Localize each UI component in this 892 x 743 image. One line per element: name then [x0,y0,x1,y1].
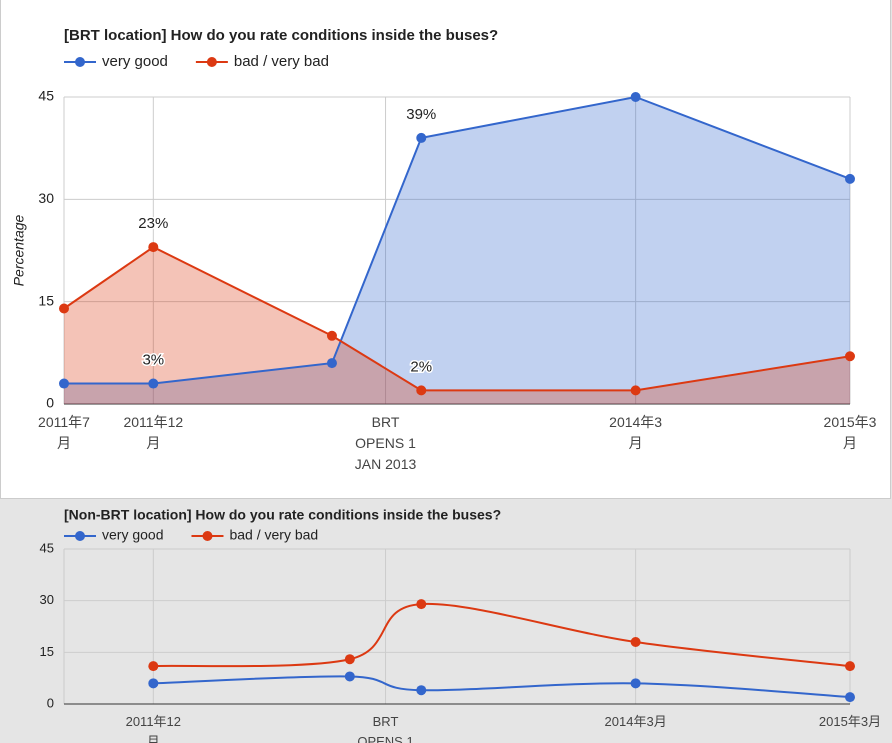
point [845,351,855,362]
point [630,385,641,396]
point [326,330,337,341]
point [344,671,355,682]
x-tick-label: 2015年3月 [823,414,877,451]
point [344,654,355,665]
point [845,661,855,672]
area [64,97,850,404]
point [845,173,855,184]
legend-dot [202,531,213,541]
legend-label: bad / very bad [229,527,318,543]
y-tick-label: 30 [40,592,54,607]
area [64,247,850,404]
chart-title: [Non-BRT location] How do you rate condi… [64,507,501,523]
legend-label: very good [102,527,163,543]
y-tick-label: 15 [38,292,54,308]
point [416,132,427,143]
x-tick-label: BRT OPENS 1 JAN 2013 [357,714,414,743]
point [326,358,337,369]
point [416,385,427,396]
x-tick-label: BRT OPENS 1 JAN 2013 [354,414,417,472]
x-tick-label: 2011年12月 [123,414,184,451]
y-tick-label: 15 [40,644,54,659]
legend-dot [75,531,85,541]
line [64,95,851,385]
line [63,245,851,392]
y-axis-label: Percentage [11,214,27,286]
line [153,602,851,668]
x-tick-label: 2011年12月 [125,714,182,743]
point [148,661,159,672]
point [630,637,641,647]
line [153,675,851,699]
point [630,92,641,102]
legend-dot [75,57,85,67]
point [59,303,69,314]
point [148,678,159,689]
point [148,378,159,389]
point [630,678,641,689]
x-tick-label: 2014年3月 [604,714,667,729]
y-tick-label: 30 [38,190,54,206]
y-tick-label: 0 [47,695,54,710]
point [416,599,427,610]
y-tick-label: 45 [40,540,54,555]
point [845,692,855,703]
x-tick-label: 2014年3月 [609,414,663,451]
chart-title: [BRT location] How do you rate condition… [64,27,498,44]
data-label: 2% [410,358,432,375]
y-tick-label: 0 [46,395,54,411]
data-label: 23% [138,215,168,232]
legend-dot [206,57,217,67]
point [416,685,427,696]
x-tick-label: 2015年3月 [818,714,882,729]
x-tick-label: 2011年7月 [38,414,90,451]
legend-label: bad / very bad [234,53,329,70]
data-label: 39% [406,106,436,123]
y-tick-label: 45 [38,88,54,104]
point [148,242,159,253]
legend-label: very good [102,53,168,70]
data-label: 3% [142,352,164,369]
point [59,378,69,389]
